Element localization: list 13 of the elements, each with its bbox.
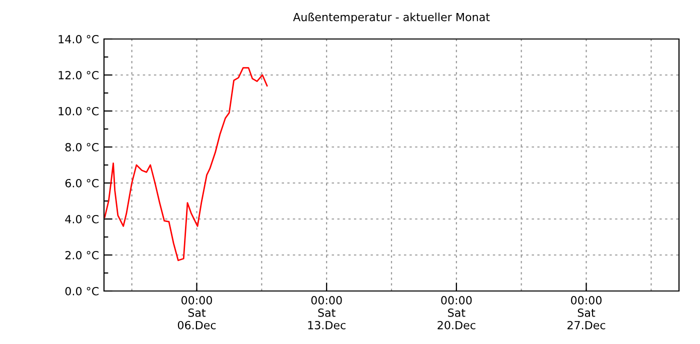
chart-title: Außentemperatur - aktueller Monat — [293, 12, 490, 24]
y-tick-label: 0.0 °C — [65, 286, 99, 296]
x-tick-label: 00:00 Sat 06.Dec — [178, 296, 216, 330]
y-tick-label: 4.0 °C — [65, 214, 99, 224]
x-tick-label: 00:00 Sat 20.Dec — [438, 296, 476, 330]
x-tick-label: 00:00 Sat 13.Dec — [308, 296, 346, 330]
x-tick-label: 00:00 Sat 27.Dec — [567, 296, 606, 330]
y-tick-label: 10.0 °C — [58, 106, 99, 116]
y-tick-label: 2.0 °C — [65, 250, 99, 260]
y-tick-label: 6.0 °C — [65, 178, 99, 188]
y-tick-label: 8.0 °C — [65, 142, 99, 152]
y-tick-label: 12.0 °C — [58, 70, 99, 80]
y-tick-label: 14.0 °C — [58, 34, 99, 44]
